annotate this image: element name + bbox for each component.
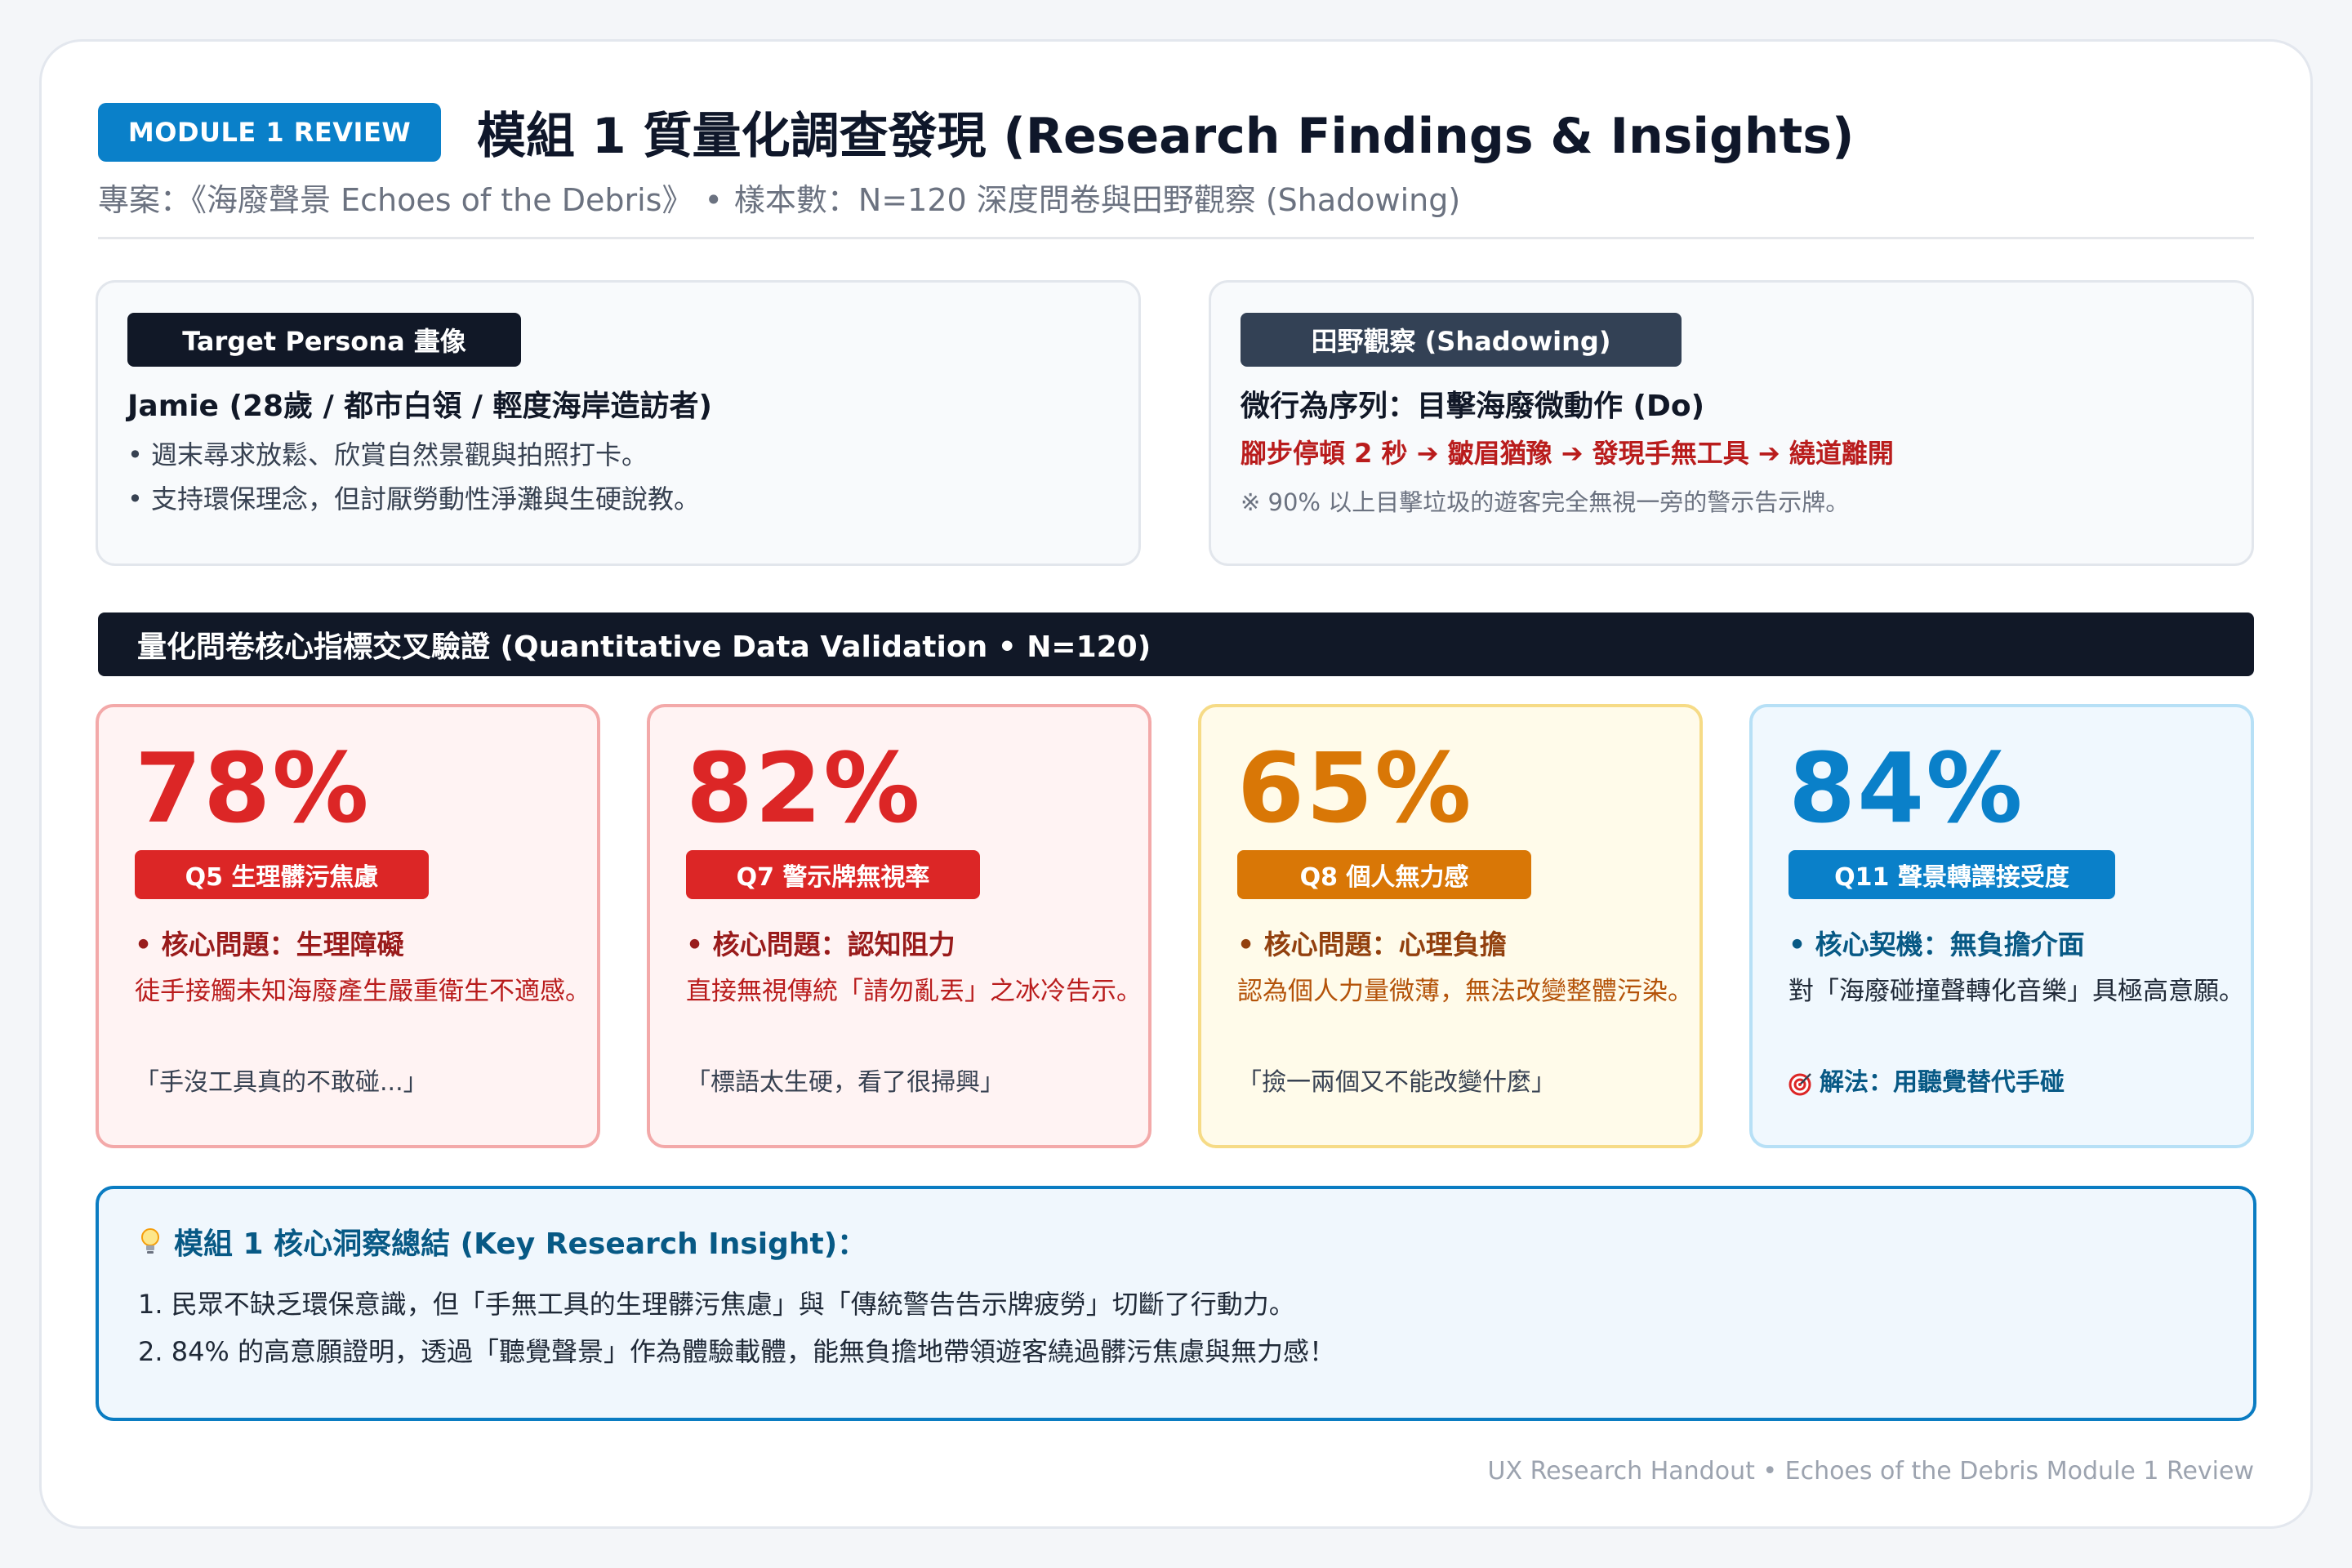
insight-line: 1. 民眾不缺乏環保意識，但「手無工具的生理髒污焦慮」與「傳統警告告示牌疲勞」切… [138, 1289, 1295, 1320]
stat-quote: 「手沒工具真的不敢碰...」 [135, 1068, 428, 1097]
stat-value: 78% [135, 732, 371, 844]
insight-title: 模組 1 核心洞察總結 (Key Research Insight)： [138, 1220, 866, 1263]
subtitle-project: 專案：《海廢聲景 Echoes of the Debris》 [98, 182, 693, 218]
persona-tag: Target Persona 畫像 [127, 313, 521, 367]
stat-issue: • 核心問題：認知阻力 [686, 929, 956, 960]
subtitle-separator: • [704, 182, 723, 218]
stat-card-q5: 78% Q5 生理髒污焦慮 • 核心問題：生理障礙 徒手接觸未知海廢產生嚴重衛生… [96, 704, 600, 1148]
lightbulb-icon [141, 1228, 159, 1254]
behavior-sequence: 腳步停頓 2 秒 ➔ 皺眉猶豫 ➔ 發現手無工具 ➔ 繞道離開 [1241, 438, 1894, 469]
shadowing-note: ※ 90% 以上目擊垃圾的遊客完全無視一旁的警示告示牌。 [1241, 488, 1850, 516]
page-title: 模組 1 質量化調查發現 (Research Findings & Insigh… [477, 108, 1855, 165]
stat-description: 徒手接觸未知海廢產生嚴重衛生不適感。 [135, 977, 590, 1006]
solution-text: 解法：用聽覺替代手碰 [1820, 1068, 2065, 1097]
stat-issue: • 核心問題：生理障礙 [135, 929, 404, 960]
stat-quote: 「標語太生硬，看了很掃興」 [686, 1068, 1004, 1097]
section-title-bar: 量化問卷核心指標交叉驗證 (Quantitative Data Validati… [98, 612, 2254, 676]
shadowing-heading: 微行為序列：目擊海廢微動作 (Do) [1241, 390, 1705, 423]
stat-description: 對「海廢碰撞聲轉化音樂」具極高意願。 [1788, 977, 2244, 1006]
shadowing-tag: 田野觀察 (Shadowing) [1241, 313, 1682, 367]
persona-bullet: • 週末尋求放鬆、欣賞自然景觀與拍照打卡。 [127, 439, 648, 470]
persona-bullet: • 支持環保理念，但討厭勞動性淨灘與生硬說教。 [127, 483, 701, 514]
stat-description: 認為個人力量微薄，無法改變整體污染。 [1237, 977, 1693, 1006]
stat-value: 82% [686, 732, 922, 844]
stat-card-q7: 82% Q7 警示牌無視率 • 核心問題：認知阻力 直接無視傳統「請勿亂丟」之冰… [647, 704, 1152, 1148]
stat-value: 65% [1237, 732, 1473, 844]
shadowing-card: 田野觀察 (Shadowing) 微行為序列：目擊海廢微動作 (Do) 腳步停頓… [1209, 280, 2254, 566]
header-divider [98, 237, 2254, 239]
stat-issue: • 核心契機：無負擔介面 [1788, 929, 2085, 960]
module-badge: MODULE 1 REVIEW [98, 103, 441, 162]
stat-description: 直接無視傳統「請勿亂丟」之冰冷告示。 [686, 977, 1142, 1006]
stat-value: 84% [1788, 732, 2025, 844]
target-icon [1788, 1072, 1811, 1095]
footer-credit: UX Research Handout • Echoes of the Debr… [1487, 1457, 2254, 1486]
insight-title-text: 模組 1 核心洞察總結 (Key Research Insight)： [174, 1227, 867, 1261]
stat-tag: Q7 警示牌無視率 [686, 850, 980, 899]
persona-card: Target Persona 畫像 Jamie (28歲 / 都市白領 / 輕度… [96, 280, 1141, 566]
stat-tag: Q11 聲景轉譯接受度 [1788, 850, 2115, 899]
stat-card-q11: 84% Q11 聲景轉譯接受度 • 核心契機：無負擔介面 對「海廢碰撞聲轉化音樂… [1749, 704, 2254, 1148]
stat-tag: Q5 生理髒污焦慮 [135, 850, 429, 899]
key-insight-box: 模組 1 核心洞察總結 (Key Research Insight)： 1. 民… [96, 1186, 2256, 1421]
subtitle-sample: 樣本數：N=120 深度問卷與田野觀察 (Shadowing) [733, 182, 1461, 218]
persona-heading: Jamie (28歲 / 都市白領 / 輕度海岸造訪者) [127, 390, 712, 423]
stat-tag: Q8 個人無力感 [1237, 850, 1531, 899]
stat-card-q8: 65% Q8 個人無力感 • 核心問題：心理負擔 認為個人力量微薄，無法改變整體… [1198, 704, 1703, 1148]
insight-line: 2. 84% 的高意願證明，透過「聽覺聲景」作為體驗載體，能無負擔地帶領遊客繞過… [138, 1336, 1336, 1367]
stat-issue: • 核心問題：心理負擔 [1237, 929, 1507, 960]
stat-solution: 解法：用聽覺替代手碰 [1788, 1062, 2065, 1098]
stat-quote: 「撿一兩個又不能改變什麼」 [1237, 1068, 1556, 1097]
page-subtitle: 專案：《海廢聲景 Echoes of the Debris》 • 樣本數：N=120… [98, 175, 1460, 220]
